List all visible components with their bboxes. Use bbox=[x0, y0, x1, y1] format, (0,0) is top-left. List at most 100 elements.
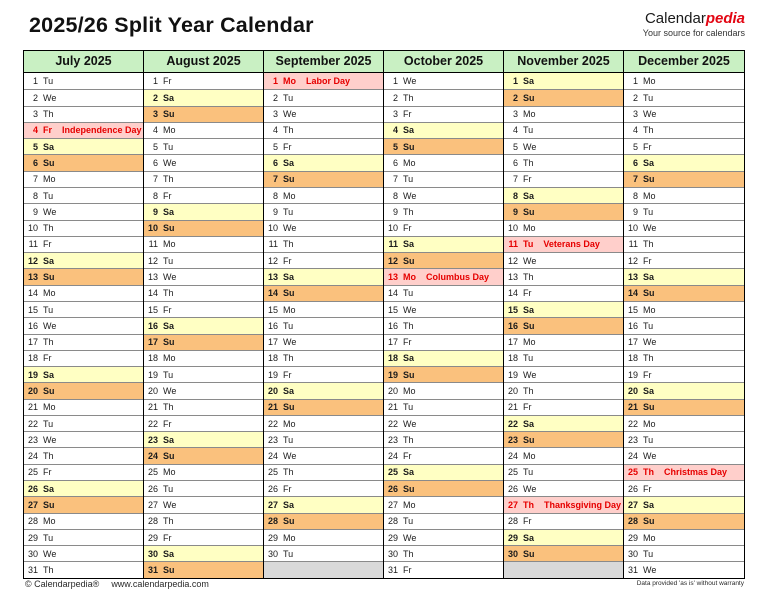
day-weekday: We bbox=[283, 451, 297, 462]
day-number: 24 bbox=[627, 451, 638, 462]
day-cell: 6 Sa bbox=[264, 154, 383, 171]
day-cell: 17 Th bbox=[24, 333, 143, 350]
day-weekday: Su bbox=[163, 565, 175, 576]
day-cell: 19 Fr bbox=[624, 366, 744, 383]
day-weekday: We bbox=[43, 320, 57, 331]
day-number: 20 bbox=[267, 385, 278, 396]
day-weekday: Th bbox=[43, 109, 54, 120]
day-number: 29 bbox=[507, 532, 518, 543]
day-weekday: Th bbox=[643, 239, 654, 250]
day-number: 18 bbox=[27, 353, 38, 364]
day-weekday: Su bbox=[43, 499, 55, 510]
day-weekday: We bbox=[163, 158, 177, 169]
day-weekday: Tu bbox=[283, 320, 294, 331]
day-weekday: We bbox=[43, 434, 57, 445]
day-cell: 18 Th bbox=[264, 349, 383, 367]
day-number: 24 bbox=[267, 451, 278, 462]
day-number: 8 bbox=[632, 190, 638, 201]
day-number: 4 bbox=[512, 125, 518, 136]
day-weekday: Su bbox=[403, 141, 415, 152]
day-weekday: Fr bbox=[643, 369, 652, 380]
day-number: 9 bbox=[632, 206, 638, 217]
day-weekday: Th bbox=[643, 467, 654, 478]
day-weekday: Tu bbox=[643, 92, 654, 103]
day-cell: 20 Sa bbox=[264, 382, 383, 399]
day-weekday: Mo bbox=[163, 353, 176, 364]
day-cell: 2 Sa bbox=[144, 89, 263, 106]
day-weekday: Mo bbox=[43, 288, 56, 299]
day-weekday: We bbox=[283, 223, 297, 234]
day-cell: 21 Tu bbox=[384, 398, 503, 415]
day-number: 13 bbox=[267, 272, 278, 283]
day-weekday: Tu bbox=[523, 353, 534, 364]
day-weekday: Fr bbox=[163, 304, 172, 315]
day-number: 27 bbox=[27, 499, 38, 510]
day-cell: 22 Sa bbox=[504, 414, 623, 432]
day-number: 28 bbox=[27, 516, 38, 527]
day-cell: 28 Su bbox=[624, 512, 744, 529]
day-weekday: Fr bbox=[43, 125, 52, 136]
day-cell: 3 We bbox=[624, 105, 744, 122]
calendarpedia-url[interactable]: www.calendarpedia.com bbox=[111, 579, 209, 589]
holiday-label: Veterans Day bbox=[543, 239, 600, 250]
calendar-grid: July 2025 1 Tu 2 We 3 Th 4 Fr Independence Day 5 Sa… bbox=[23, 50, 745, 579]
day-weekday: Fr bbox=[523, 174, 532, 185]
day-weekday: Tu bbox=[523, 125, 534, 136]
day-weekday: Th bbox=[643, 353, 654, 364]
day-number: 18 bbox=[507, 353, 518, 364]
day-cell: 11 Th bbox=[264, 235, 383, 253]
day-number: 2 bbox=[512, 92, 518, 103]
day-cell: 24 We bbox=[264, 447, 383, 464]
day-cell: 3 Th bbox=[24, 105, 143, 122]
day-number: 19 bbox=[627, 369, 638, 380]
day-cell: 13 Sa bbox=[624, 268, 744, 285]
day-weekday: We bbox=[163, 385, 177, 396]
day-number: 2 bbox=[152, 92, 158, 103]
day-cell: 4 Th bbox=[624, 121, 744, 139]
day-cell: 4 Fr Independence Day bbox=[24, 121, 143, 139]
day-cell: 14 Fr bbox=[504, 284, 623, 301]
day-weekday: Fr bbox=[403, 109, 412, 120]
day-number: 17 bbox=[507, 337, 518, 348]
copyright-text: © Calendarpedia® bbox=[25, 579, 100, 589]
day-cell: 20 Su bbox=[24, 382, 143, 399]
day-weekday: Su bbox=[403, 369, 415, 380]
day-number: 9 bbox=[32, 206, 38, 217]
day-weekday: Tu bbox=[403, 174, 414, 185]
holiday-label: Thanksgiving Day bbox=[544, 499, 622, 510]
day-weekday: Mo bbox=[643, 190, 656, 201]
day-weekday: Sa bbox=[283, 385, 295, 396]
day-number: 30 bbox=[507, 548, 518, 559]
day-weekday: Mo bbox=[163, 125, 176, 136]
day-number: 11 bbox=[388, 239, 398, 250]
day-number: 24 bbox=[507, 451, 518, 462]
day-cell: 6 Th bbox=[504, 154, 623, 171]
day-cell: 2 We bbox=[24, 89, 143, 106]
day-weekday: Su bbox=[523, 548, 535, 559]
day-number: 30 bbox=[267, 548, 278, 559]
day-cell: 13 Sa bbox=[264, 268, 383, 285]
day-cell: 11 Sa bbox=[384, 235, 503, 253]
day-weekday: Th bbox=[523, 272, 534, 283]
day-cell: 30 Tu bbox=[264, 545, 383, 562]
day-weekday: Tu bbox=[643, 434, 654, 445]
day-cell: 28 Su bbox=[264, 512, 383, 529]
day-weekday: Th bbox=[283, 467, 294, 478]
day-weekday: We bbox=[163, 499, 177, 510]
day-number: 14 bbox=[267, 288, 278, 299]
day-number: 13 bbox=[147, 272, 158, 283]
day-cell: 17 Fr bbox=[384, 333, 503, 350]
day-number: 1 bbox=[512, 76, 518, 87]
day-weekday: Fr bbox=[403, 223, 412, 234]
day-number: 10 bbox=[507, 223, 518, 234]
day-cell: 11 Th bbox=[624, 235, 744, 253]
logo-tagline: Your source for calendars bbox=[642, 27, 745, 38]
day-cell: 3 Mo bbox=[504, 105, 623, 122]
day-number: 6 bbox=[512, 158, 518, 169]
day-number: 7 bbox=[272, 174, 278, 185]
day-cell: 17 Mo bbox=[504, 333, 623, 350]
day-number: 29 bbox=[27, 532, 38, 543]
day-cell: 28 Th bbox=[144, 512, 263, 529]
day-weekday: Mo bbox=[643, 304, 656, 315]
day-weekday: Fr bbox=[283, 369, 292, 380]
